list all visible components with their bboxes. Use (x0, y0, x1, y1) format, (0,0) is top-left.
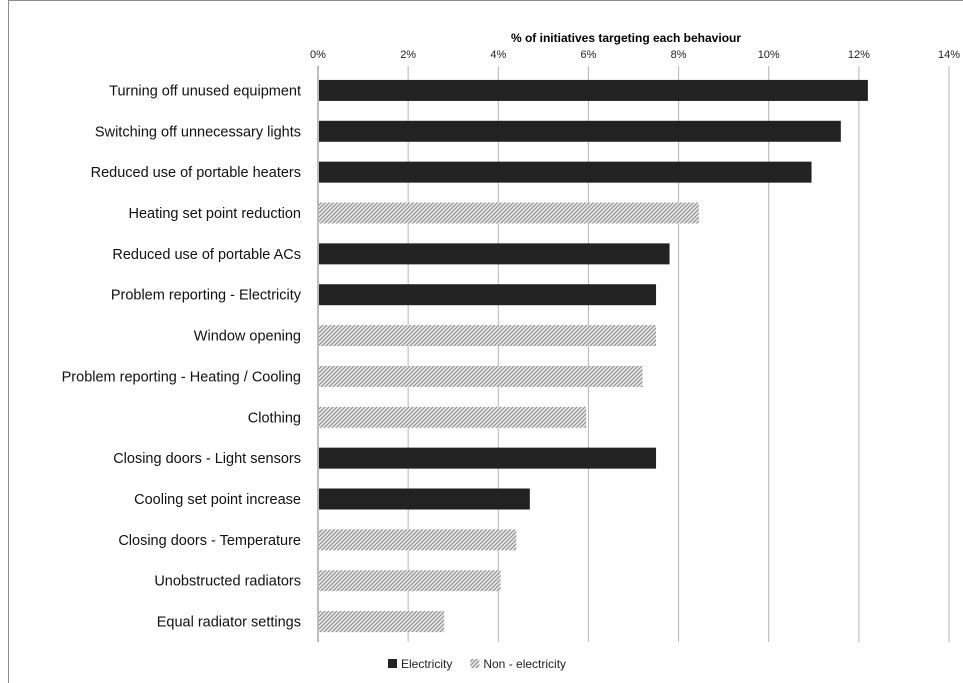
category-label: Reduced use of portable ACs (112, 247, 301, 263)
category-label: Closing doors - Light sensors (113, 451, 301, 467)
category-label: Unobstructed radiators (154, 574, 301, 590)
bar-electricity (319, 79, 868, 101)
bars (319, 79, 868, 633)
x-tick-label: 2% (400, 49, 416, 61)
chart-frame (8, 0, 963, 683)
category-label: Problem reporting - Heating / Cooling (62, 369, 301, 385)
category-label: Window opening (194, 329, 301, 345)
bar-electricity (319, 161, 812, 183)
legend-swatch (388, 659, 397, 668)
bar-electricity (319, 488, 530, 510)
category-label: Clothing (248, 410, 301, 426)
bar-non-electricity (319, 202, 699, 224)
bar-non-electricity (319, 325, 657, 347)
bar-non-electricity (319, 529, 517, 551)
x-tick-label: 4% (490, 49, 506, 61)
bar-non-electricity (319, 611, 445, 633)
x-tick-label: 0% (310, 49, 326, 61)
x-axis-tick-labels: 0% 2% 4% 6% 8% 10% 12% 14% (310, 49, 960, 61)
x-tick-label: 12% (848, 49, 870, 61)
category-label: Closing doors - Temperature (118, 533, 301, 549)
x-tick-label: 8% (671, 49, 687, 61)
bar-non-electricity (319, 406, 587, 428)
category-label: Problem reporting - Electricity (111, 288, 302, 304)
x-tick-label: 10% (758, 49, 780, 61)
bar-non-electricity (319, 365, 643, 387)
category-label: Switching off unnecessary lights (95, 124, 301, 140)
category-label: Reduced use of portable heaters (91, 165, 301, 181)
x-tick-label: 6% (580, 49, 596, 61)
gridlines (317, 66, 950, 642)
chart-title: % of initiatives targeting each behaviou… (511, 31, 741, 45)
category-label: Cooling set point increase (134, 492, 301, 508)
category-label: Heating set point reduction (129, 206, 302, 222)
category-labels: Turning off unused equipment Switching of… (62, 83, 302, 630)
category-label: Turning off unused equipment (109, 83, 301, 99)
category-label: Equal radiator settings (157, 615, 301, 631)
bar-electricity (319, 447, 657, 469)
bar-electricity (319, 120, 841, 142)
bar-electricity (319, 284, 657, 306)
bar-non-electricity (319, 570, 501, 592)
x-tick-label: 14% (938, 49, 960, 61)
legend-label: Electricity (401, 657, 452, 671)
legend-label: Non - electricity (483, 657, 566, 671)
bar-electricity (319, 243, 670, 265)
legend-swatch (470, 659, 480, 668)
legend: Electricity Non - electricity (388, 657, 566, 671)
